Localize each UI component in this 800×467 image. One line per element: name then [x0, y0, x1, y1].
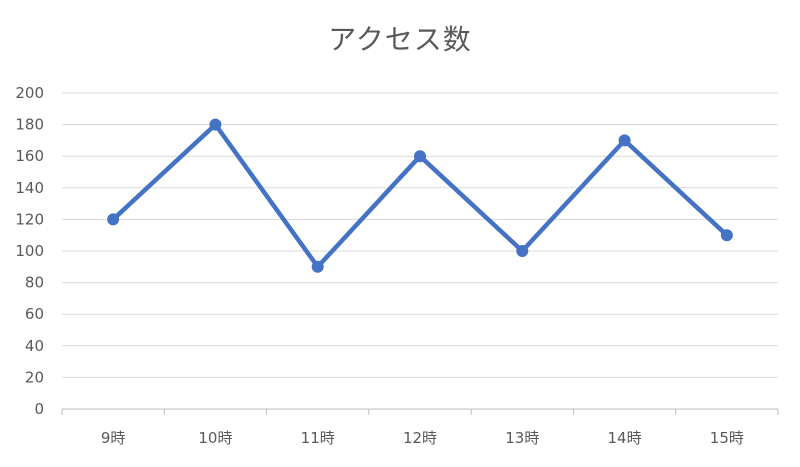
- series-line: [110, 122, 730, 270]
- y-tick-label: 200: [15, 84, 44, 102]
- y-tick-label: 120: [15, 210, 44, 228]
- y-tick-label: 80: [25, 274, 44, 292]
- data-point: [516, 245, 529, 257]
- y-tick-label: 180: [15, 116, 44, 134]
- y-tick-label: 140: [15, 179, 44, 197]
- y-tick-label: 0: [34, 400, 44, 418]
- x-tick-label: 11時: [301, 429, 335, 447]
- x-tick-label: 9時: [101, 429, 126, 447]
- data-point: [209, 118, 222, 131]
- x-tick-label: 12時: [403, 429, 437, 447]
- x-tick-label: 10時: [198, 429, 232, 447]
- y-tick-label: 100: [15, 242, 44, 260]
- x-tick-label: 15時: [710, 429, 744, 447]
- data-point: [720, 229, 733, 242]
- data-point: [311, 260, 324, 273]
- data-point: [107, 213, 120, 226]
- chart-title: アクセス数: [328, 23, 472, 56]
- y-tick-label: 40: [25, 337, 44, 355]
- y-tick-label: 160: [15, 147, 44, 165]
- x-tick-label: 13時: [505, 429, 539, 447]
- y-tick-label: 20: [25, 368, 44, 386]
- y-tick-label: 60: [25, 305, 44, 323]
- x-tick-label: 14時: [608, 429, 642, 447]
- data-point: [414, 150, 426, 163]
- data-point: [618, 134, 631, 147]
